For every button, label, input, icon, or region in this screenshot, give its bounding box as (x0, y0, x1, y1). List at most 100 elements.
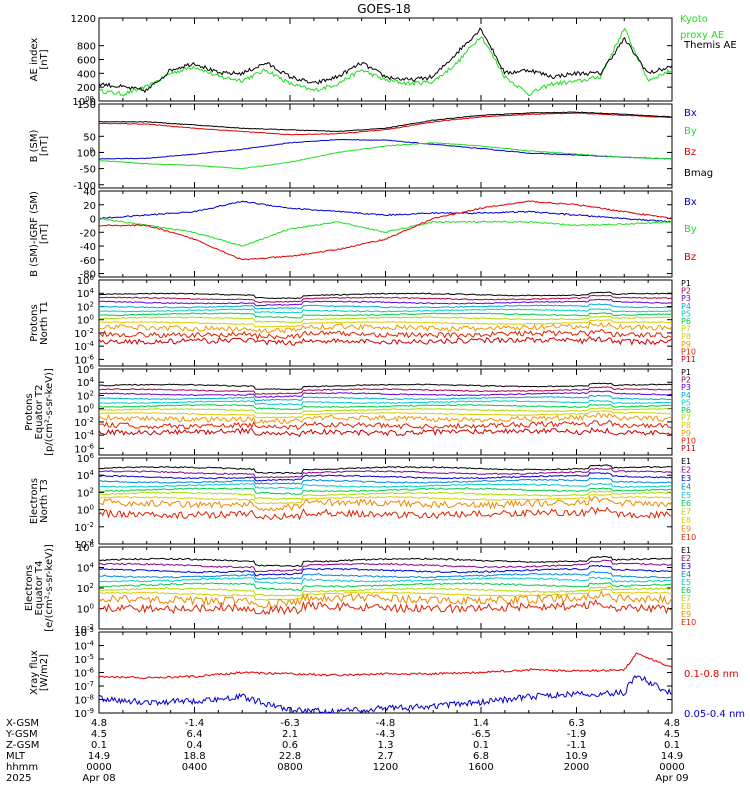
series-line (99, 675, 672, 713)
row-value: 4.5 (664, 729, 680, 740)
y-tick-label: 50 (83, 132, 96, 143)
y-axis-label: Electrons (29, 478, 40, 524)
row-value: 1.4 (473, 718, 489, 729)
legend-e3: E3 (681, 562, 691, 571)
y-tick-label: 10-4 (74, 429, 94, 442)
y-tick-label: 0 (90, 215, 96, 226)
y-tick-label: 100 (77, 504, 94, 517)
legend-label: By (684, 224, 697, 235)
row-value: 2.7 (378, 751, 394, 762)
y-tick-label: 102 (77, 300, 94, 313)
y-tick-label: 0 (90, 97, 96, 108)
panel-frame (98, 368, 673, 456)
row-value: 0.1 (473, 740, 489, 751)
row-value: 0.1 (664, 740, 680, 751)
legend-p6: P6 (681, 317, 691, 326)
legend-p11: P11 (681, 444, 696, 453)
row-value: 1600 (468, 762, 493, 773)
channel-line (99, 582, 672, 592)
panel-frame (98, 190, 673, 278)
legend-p6: P6 (681, 406, 691, 415)
series-line (99, 200, 672, 261)
channel-line (99, 321, 672, 334)
row-value: 10.9 (565, 751, 587, 762)
channel-line (99, 506, 672, 521)
y-tick-label: 10-8 (74, 694, 94, 707)
legend-p2: P2 (681, 287, 691, 296)
series-group (99, 652, 672, 713)
legend-label: Bx (684, 108, 697, 119)
y-axis-label: [e/(cm²-s-sr-keV)] (44, 544, 55, 632)
y-axis-label: B (SM)-IGRF (SM) (29, 191, 40, 277)
legend-e6: E6 (681, 499, 691, 508)
channel-line (99, 426, 672, 438)
channel-line (99, 298, 672, 307)
y-axis-label: Xray flux (29, 650, 40, 695)
y-tick-label: 102 (77, 582, 94, 595)
y-tick-label: 100 (77, 603, 94, 616)
channel-line (99, 335, 672, 347)
chart-title: GOES-18 (357, 2, 411, 16)
y-tick-label: 100 (77, 314, 94, 327)
legend-p7: P7 (681, 414, 691, 423)
y-tick-label: 10-5 (74, 653, 94, 666)
y-tick-label: 150 (77, 100, 96, 111)
row-value: 6.4 (187, 729, 203, 740)
y-tick-label: 10-4 (74, 640, 94, 653)
channel-line (99, 589, 672, 609)
row-value: 2000 (564, 762, 589, 773)
channel-line (99, 399, 672, 406)
channel-line (99, 496, 672, 512)
legend-p5: P5 (681, 309, 691, 318)
y-tick-label: 10-7 (74, 680, 94, 693)
legend-label: Kyoto (680, 14, 708, 25)
y-tick-label: 104 (77, 287, 95, 300)
channel-line (99, 303, 672, 310)
channel-line (99, 404, 672, 411)
y-tick-label: 1200 (71, 14, 96, 25)
y-axis-label: B (SM) (29, 129, 40, 162)
y-tick-label: 106 (77, 363, 95, 376)
series-line (99, 200, 672, 223)
channel-line (99, 390, 672, 398)
y-tick-label: -80 (80, 270, 96, 281)
channel-line (99, 564, 672, 577)
legend-p1: P1 (681, 279, 691, 288)
row-value: -6.3 (280, 718, 300, 729)
date-end: Apr 09 (655, 773, 688, 784)
row-value: 1200 (373, 762, 398, 773)
channel-line (99, 576, 672, 585)
legend-label: Bmag (684, 168, 713, 179)
legend-label: 0.1-0.8 nm (684, 669, 739, 680)
legend-label: 0.05-0.4 nm (684, 709, 745, 720)
row-value: 0800 (277, 762, 302, 773)
y-axis-label: [W/m2] (39, 654, 50, 691)
channel-line (99, 490, 672, 501)
legend-e4: E4 (681, 482, 691, 491)
channel-line (99, 410, 672, 419)
channel-line (99, 315, 672, 324)
date-start: Apr 08 (82, 773, 115, 784)
series-line (99, 112, 672, 136)
legend-e2: E2 (681, 465, 691, 474)
y-tick-label: 10-2 (74, 416, 94, 429)
series-line (99, 142, 672, 170)
channel-line (99, 570, 672, 580)
row-value: -1.4 (185, 718, 205, 729)
legend-p2: P2 (681, 376, 691, 385)
channel-line (99, 394, 672, 402)
channel-line (99, 386, 672, 395)
legend-e8: E8 (681, 602, 691, 611)
y-tick-label: 200 (77, 83, 96, 94)
row-value: 0.4 (187, 740, 203, 751)
legend-p5: P5 (681, 398, 691, 407)
legend-p1: P1 (681, 368, 691, 377)
y-tick-label: 10-2 (74, 521, 94, 534)
row-label: X-GSM (6, 718, 39, 729)
series-group (99, 555, 672, 616)
row-value: 4.8 (664, 718, 680, 729)
channel-line (99, 467, 672, 479)
